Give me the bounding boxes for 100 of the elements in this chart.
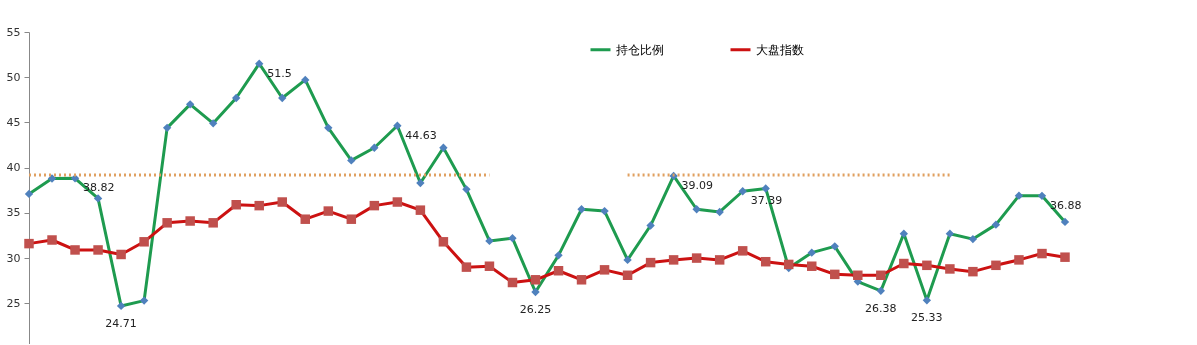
point bbox=[47, 235, 57, 245]
point bbox=[899, 229, 909, 238]
point bbox=[346, 214, 357, 224]
point bbox=[347, 156, 356, 165]
point bbox=[1037, 248, 1047, 259]
point bbox=[691, 253, 702, 263]
point bbox=[70, 245, 80, 255]
point bbox=[807, 248, 816, 257]
data-label: 26.25 bbox=[519, 303, 552, 316]
point bbox=[24, 238, 34, 249]
point bbox=[277, 197, 287, 207]
point bbox=[968, 266, 978, 277]
point bbox=[899, 258, 909, 269]
point bbox=[185, 216, 195, 226]
point bbox=[623, 255, 632, 265]
point bbox=[945, 264, 955, 274]
point bbox=[530, 275, 541, 285]
data-label: 44.63 bbox=[405, 128, 437, 142]
point bbox=[968, 234, 978, 244]
point bbox=[208, 119, 218, 128]
point bbox=[162, 123, 172, 133]
point bbox=[116, 249, 126, 260]
point bbox=[116, 301, 126, 311]
point bbox=[461, 262, 472, 272]
point bbox=[255, 59, 264, 68]
point bbox=[439, 143, 448, 152]
data-label: 25.33 bbox=[911, 311, 943, 325]
point bbox=[393, 121, 402, 130]
point bbox=[577, 205, 586, 214]
point bbox=[392, 197, 403, 207]
point bbox=[576, 275, 587, 285]
point bbox=[646, 221, 655, 230]
point bbox=[1014, 255, 1024, 265]
point bbox=[1060, 217, 1070, 227]
point bbox=[622, 270, 633, 281]
point bbox=[231, 199, 241, 210]
point bbox=[738, 187, 747, 196]
point bbox=[922, 296, 932, 305]
point bbox=[438, 237, 449, 247]
y-tick-label: 25 bbox=[6, 296, 21, 310]
y-tick-label: 50 bbox=[6, 70, 21, 84]
point bbox=[415, 205, 426, 215]
point bbox=[208, 218, 218, 228]
point bbox=[24, 189, 34, 199]
point bbox=[416, 178, 425, 188]
point bbox=[185, 100, 195, 109]
point bbox=[599, 265, 610, 275]
point bbox=[1014, 191, 1024, 200]
point bbox=[922, 260, 932, 271]
point bbox=[760, 256, 771, 267]
point bbox=[531, 287, 540, 297]
data-label: 26.38 bbox=[865, 301, 897, 315]
point bbox=[807, 261, 817, 271]
y-tick-label: 55 bbox=[6, 25, 21, 39]
point bbox=[737, 246, 748, 256]
data-label: 36.88 bbox=[1049, 198, 1082, 212]
point bbox=[830, 269, 840, 280]
y-tick-label: 40 bbox=[6, 161, 21, 175]
y-tick-label: 45 bbox=[6, 115, 21, 129]
point bbox=[232, 93, 241, 103]
point bbox=[645, 257, 656, 268]
point bbox=[991, 260, 1001, 271]
y-tick-label: 35 bbox=[6, 206, 21, 220]
point bbox=[47, 174, 57, 183]
point bbox=[853, 270, 863, 281]
point bbox=[278, 93, 287, 103]
data-label: 39.09 bbox=[681, 178, 714, 192]
point bbox=[162, 218, 172, 228]
point bbox=[254, 200, 264, 211]
point bbox=[761, 184, 770, 193]
y-tick-label: 30 bbox=[6, 251, 21, 265]
point bbox=[1060, 252, 1070, 262]
point bbox=[462, 185, 471, 194]
point bbox=[553, 266, 564, 276]
data-label: 24.71 bbox=[105, 316, 137, 330]
point bbox=[93, 245, 103, 255]
point bbox=[945, 229, 955, 238]
point bbox=[324, 123, 333, 133]
point bbox=[301, 75, 310, 85]
point bbox=[783, 259, 794, 270]
point bbox=[508, 234, 517, 243]
point bbox=[507, 277, 518, 288]
point bbox=[600, 206, 609, 216]
point bbox=[370, 143, 379, 152]
point bbox=[668, 255, 679, 265]
point bbox=[991, 220, 1001, 229]
point bbox=[485, 236, 494, 246]
point bbox=[876, 286, 886, 296]
legend-label: 大盘指数 bbox=[756, 42, 804, 57]
point bbox=[830, 242, 839, 251]
point bbox=[714, 255, 725, 265]
point bbox=[484, 261, 495, 271]
point bbox=[1037, 191, 1047, 201]
point bbox=[692, 205, 701, 214]
point bbox=[554, 251, 563, 260]
data-label: 51.5 bbox=[267, 66, 292, 80]
point bbox=[93, 194, 103, 203]
point bbox=[715, 207, 724, 217]
point bbox=[876, 270, 886, 281]
point bbox=[139, 296, 149, 305]
